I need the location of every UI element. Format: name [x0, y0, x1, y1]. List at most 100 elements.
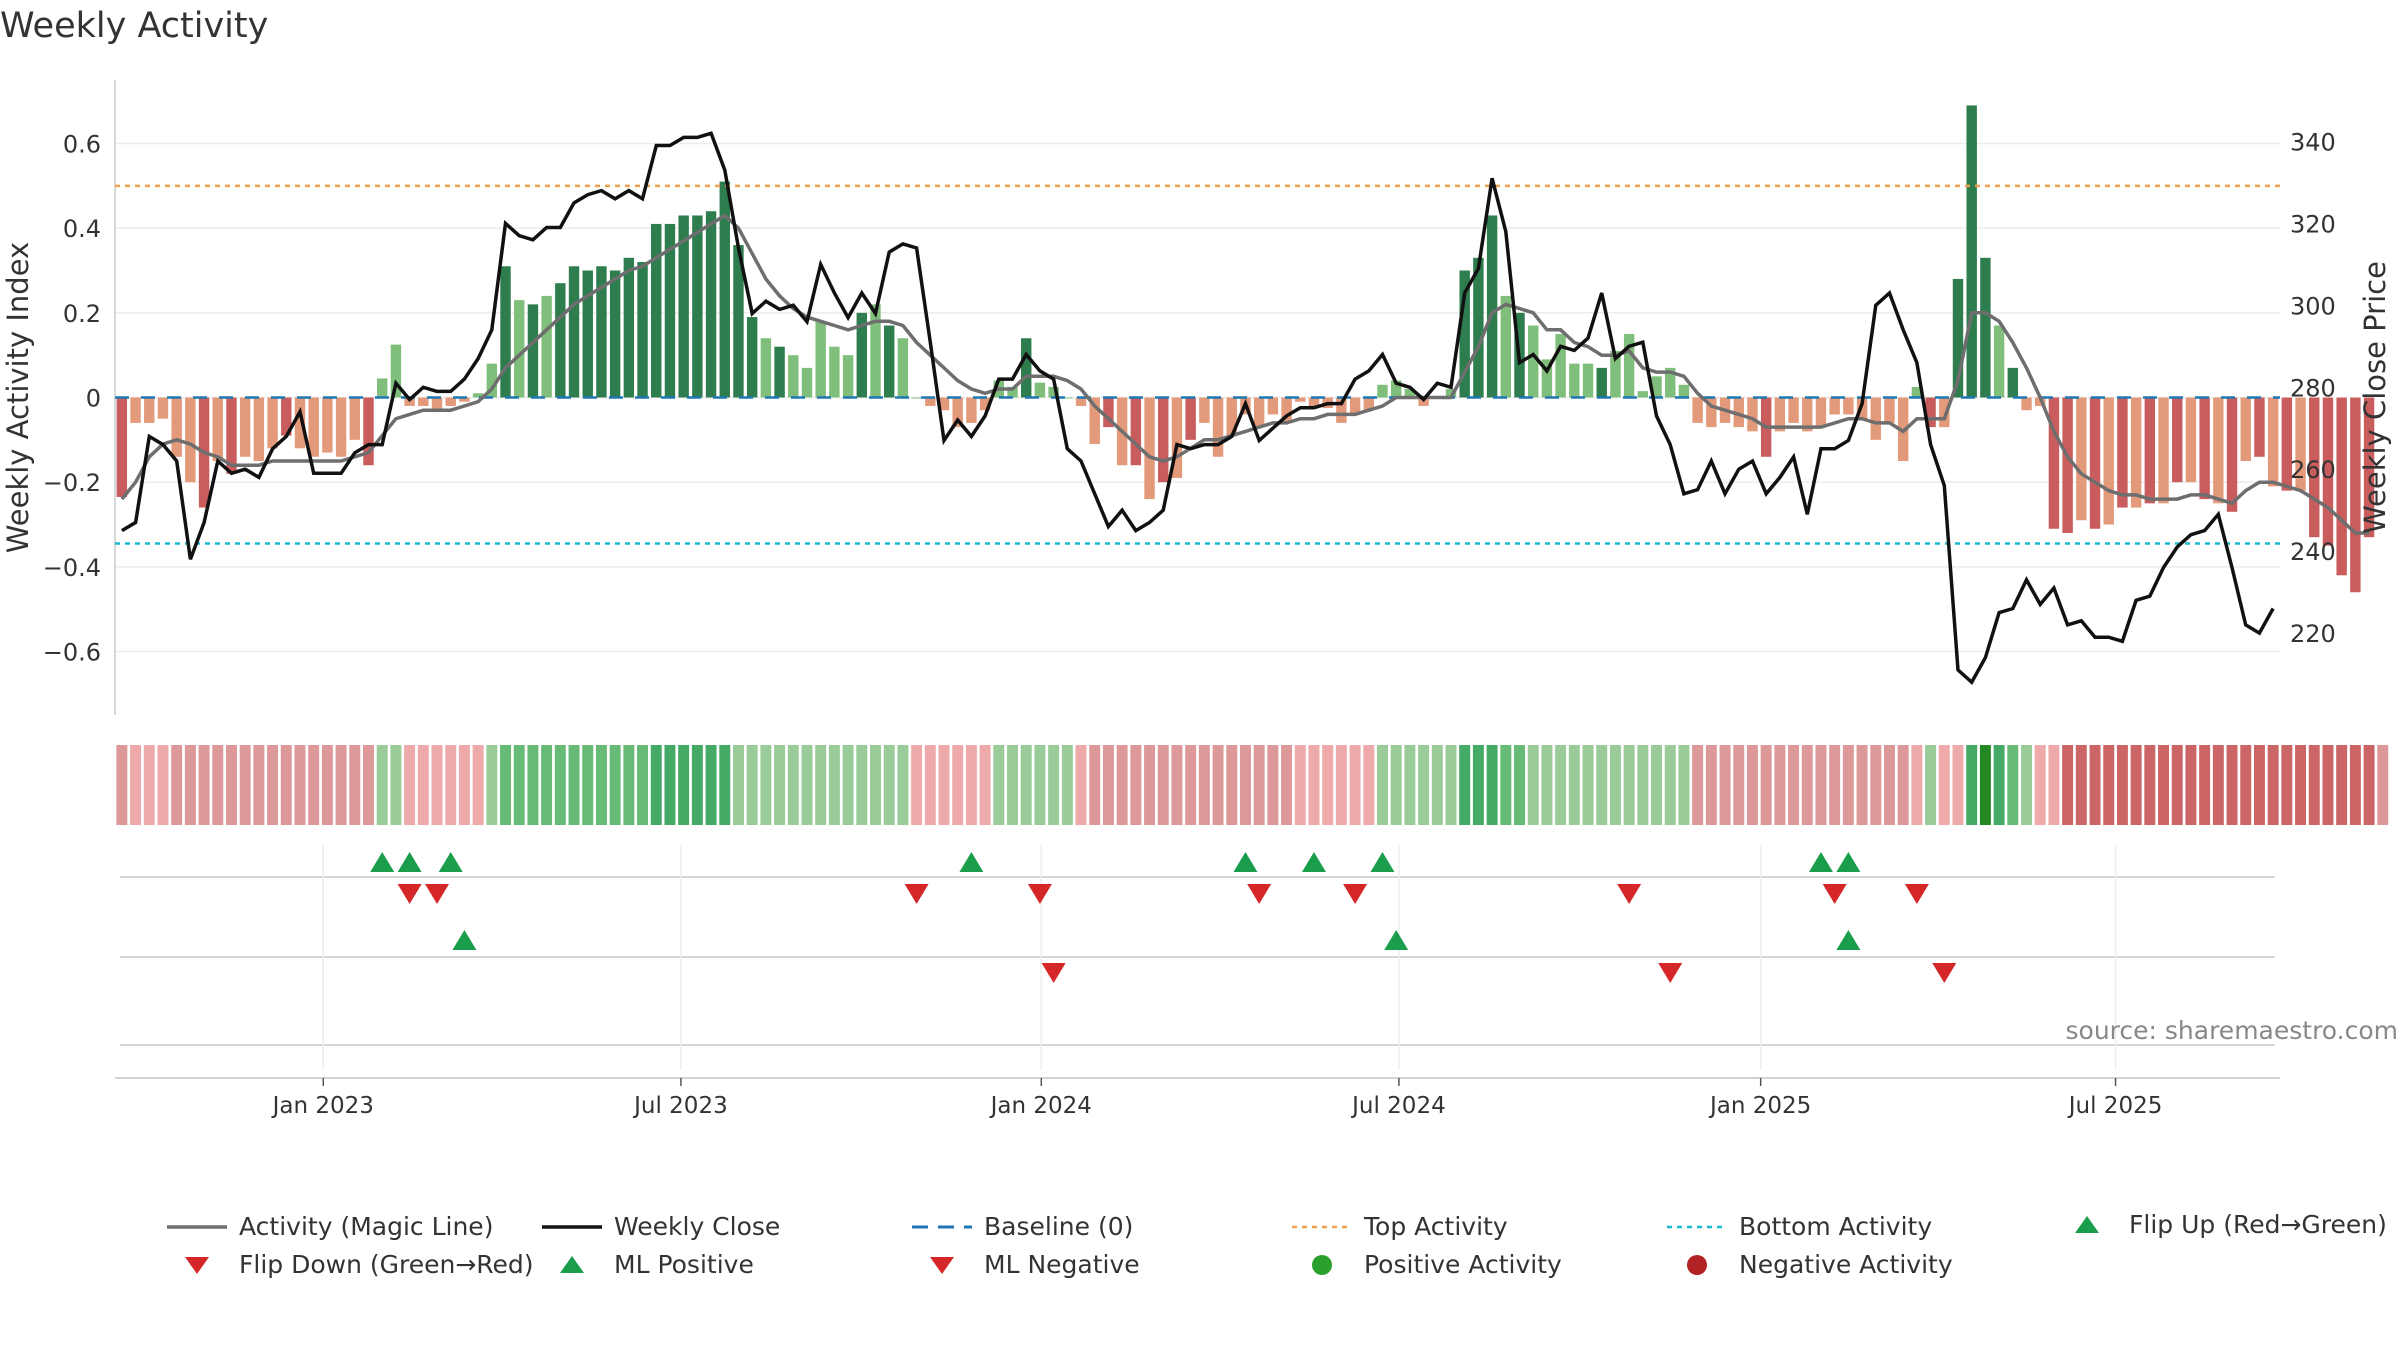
activity-bar	[678, 215, 689, 398]
heat-strip-cell	[376, 745, 388, 825]
legend-label: Flip Down (Green→Red)	[239, 1250, 534, 1279]
heat-strip-cell	[513, 745, 525, 825]
heat-strip-cell	[1404, 745, 1416, 825]
activity-bar	[1911, 386, 1923, 398]
activity-bar	[760, 338, 772, 398]
activity-bar	[1596, 367, 1607, 398]
heat-strip-cell	[225, 745, 237, 825]
legend-glyph	[1312, 1254, 1332, 1275]
heat-strip-cell	[1349, 745, 1361, 825]
activity-bar	[692, 215, 703, 398]
heat-strip-cell	[2130, 745, 2142, 825]
activity-bar	[185, 397, 196, 483]
activity-bar	[418, 397, 429, 406]
y-tick-label-left: 0.4	[63, 215, 101, 243]
activity-bar	[925, 397, 936, 406]
activity-bar	[1336, 397, 1347, 423]
magic-line	[120, 213, 2370, 535]
flip-down-marker	[1343, 884, 1368, 904]
activity-bar	[527, 304, 539, 398]
activity-bar	[2213, 397, 2224, 504]
heat-strip-cell	[595, 745, 607, 825]
activity-bar	[637, 262, 648, 398]
legend-item: Bottom Activity	[1665, 1212, 1932, 1241]
activity-bar	[2199, 397, 2210, 500]
heat-strip-cell	[1116, 745, 1128, 825]
ml-negative-marker	[1932, 963, 1957, 983]
heat-strip-cell	[1500, 745, 1512, 825]
activity-bar	[472, 393, 484, 398]
heat-strip-cell	[1253, 745, 1265, 825]
heat-strip-cell	[1157, 745, 1169, 825]
heat-strip-cell	[280, 745, 292, 825]
activity-bar	[2350, 397, 2361, 593]
heat-strip-cell	[1527, 745, 1539, 825]
heat-strip-cell	[1609, 745, 1621, 825]
flip-up-marker	[1370, 852, 1395, 872]
x-tick-label: Jan 2025	[1708, 1093, 1811, 1119]
heat-strip-cell	[1308, 745, 1320, 825]
heat-strip-cell	[911, 745, 923, 825]
activity-bar	[322, 397, 333, 453]
activity-bar	[281, 397, 292, 436]
flip-up-marker	[370, 852, 395, 872]
heat-strip-cell	[650, 745, 662, 825]
activity-bar	[2281, 397, 2293, 491]
x-tick-label: Jan 2024	[989, 1093, 1092, 1119]
legend-item: Flip Down (Green→Red)	[165, 1250, 534, 1279]
flip-down-marker	[1617, 884, 1642, 904]
activity-bar	[1884, 397, 1895, 423]
heat-strip-cell	[1883, 745, 1895, 825]
activity-bar	[376, 378, 388, 398]
heat-strip-cell	[801, 745, 813, 825]
flip-down-marker	[1822, 884, 1847, 904]
heat-strip-cell	[1075, 745, 1087, 825]
heat-strip-cell	[1664, 745, 1676, 825]
heat-strip-cell	[2308, 745, 2320, 825]
heat-strip-cell	[1651, 745, 1663, 825]
heat-strip-cell	[1281, 745, 1293, 825]
activity-bar	[1377, 384, 1388, 398]
heat-strip-cell	[239, 745, 251, 825]
heat-strip-cell	[1130, 745, 1142, 825]
heat-strip-cell	[924, 745, 936, 825]
flip-up-marker	[397, 852, 422, 872]
activity-bar	[2254, 397, 2265, 457]
legend-label: Baseline (0)	[984, 1212, 1134, 1241]
heat-strip-cell	[623, 745, 635, 825]
activity-bar	[144, 397, 155, 423]
y-tick-label-right: 340	[2290, 128, 2336, 156]
flip-up-marker	[438, 852, 463, 872]
activity-bar	[1815, 397, 1827, 428]
heat-strip-cell	[1746, 745, 1758, 825]
activity-bar	[2144, 397, 2156, 504]
heat-strip-cell	[883, 745, 895, 825]
y-tick-label-left: 0.2	[63, 300, 101, 328]
heat-strip-cell	[2158, 745, 2170, 825]
activity-bar	[1706, 397, 1717, 428]
heat-strip-cell	[993, 745, 1005, 825]
activity-bar	[486, 363, 498, 398]
activity-bar	[1637, 391, 1649, 398]
activity-bar	[568, 266, 580, 398]
heat-strip-cell	[1198, 745, 1210, 825]
heat-strip-cell	[1897, 745, 1909, 825]
activity-bar	[1939, 397, 1950, 428]
heat-strip-cell	[267, 745, 279, 825]
heat-strip-cell	[2226, 745, 2238, 825]
heat-strip-cell	[445, 745, 457, 825]
heat-strip-cell	[2185, 745, 2197, 825]
heat-strip-cell	[2144, 745, 2156, 825]
activity-bar	[2021, 397, 2032, 411]
heat-strip-cell	[294, 745, 306, 825]
activity-bar	[1966, 105, 1977, 398]
heat-strip-cell	[582, 745, 594, 825]
activity-bar	[705, 211, 717, 398]
heat-strip-cell	[253, 745, 265, 825]
activity-bar	[938, 397, 950, 411]
legend-label: Positive Activity	[1364, 1250, 1562, 1279]
heat-strip-cell	[130, 745, 142, 825]
activity-bar	[1048, 386, 1059, 398]
heat-strip-cell	[1335, 745, 1347, 825]
heat-strip-cell	[2212, 745, 2224, 825]
